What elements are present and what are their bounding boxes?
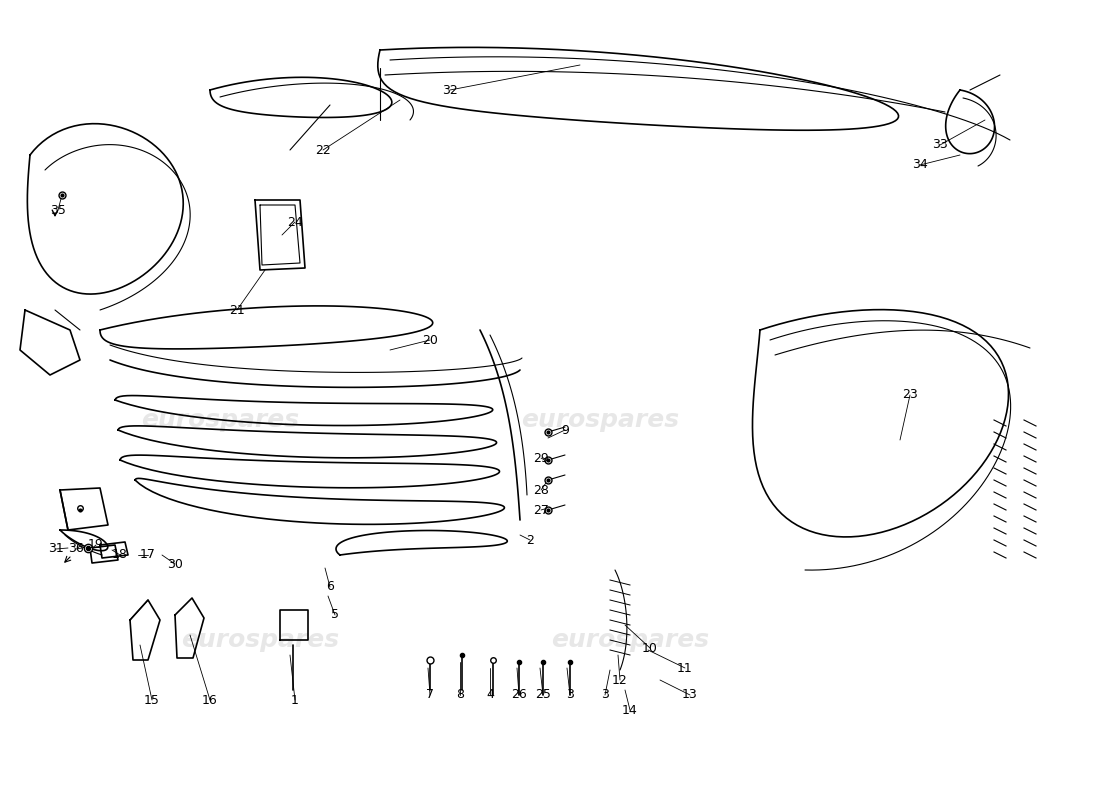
- Text: 16: 16: [202, 694, 218, 706]
- Text: 34: 34: [912, 158, 928, 171]
- Text: 17: 17: [140, 549, 156, 562]
- Text: 23: 23: [902, 389, 917, 402]
- Text: 29: 29: [534, 451, 549, 465]
- Text: 26: 26: [512, 689, 527, 702]
- Text: 6: 6: [326, 581, 334, 594]
- Text: 9: 9: [561, 423, 569, 437]
- Text: 35: 35: [51, 203, 66, 217]
- Text: 15: 15: [144, 694, 159, 706]
- Text: 10: 10: [642, 642, 658, 654]
- Text: 18: 18: [112, 549, 128, 562]
- Text: 5: 5: [331, 609, 339, 622]
- Text: 1: 1: [292, 694, 299, 706]
- Text: 30: 30: [167, 558, 183, 570]
- Text: 12: 12: [612, 674, 628, 686]
- Text: 28: 28: [534, 483, 549, 497]
- Text: eurospares: eurospares: [521, 408, 679, 432]
- Text: eurospares: eurospares: [141, 408, 299, 432]
- Text: 25: 25: [535, 689, 551, 702]
- Text: 19: 19: [88, 538, 103, 551]
- Text: 14: 14: [623, 703, 638, 717]
- Text: 2: 2: [526, 534, 534, 546]
- Text: 21: 21: [229, 303, 245, 317]
- Text: 8: 8: [456, 689, 464, 702]
- Text: 24: 24: [287, 215, 303, 229]
- Text: 31: 31: [48, 542, 64, 555]
- Text: 20: 20: [422, 334, 438, 346]
- Text: eurospares: eurospares: [551, 628, 710, 652]
- Text: 11: 11: [678, 662, 693, 674]
- Text: 7: 7: [426, 689, 434, 702]
- Text: 36: 36: [68, 542, 84, 555]
- Text: 33: 33: [932, 138, 948, 151]
- Text: 4: 4: [486, 689, 494, 702]
- Text: 13: 13: [682, 689, 697, 702]
- Text: 3: 3: [601, 689, 609, 702]
- Text: 32: 32: [442, 83, 458, 97]
- Text: eurospares: eurospares: [180, 628, 339, 652]
- Text: 3: 3: [566, 689, 574, 702]
- Text: 22: 22: [315, 143, 331, 157]
- Text: 27: 27: [534, 503, 549, 517]
